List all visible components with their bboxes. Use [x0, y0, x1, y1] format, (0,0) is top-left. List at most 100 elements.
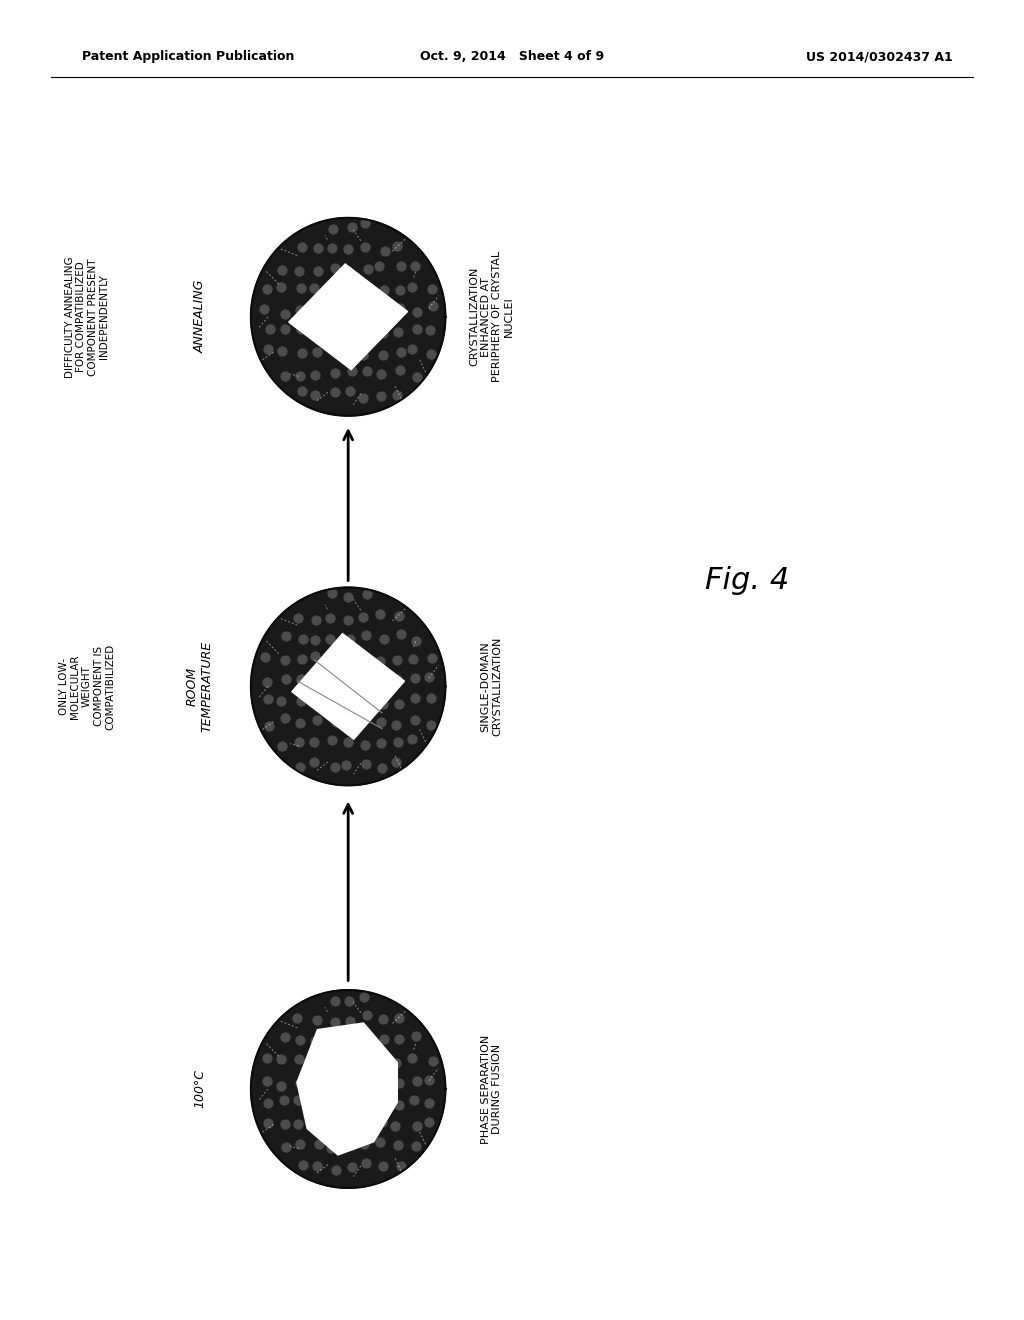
- Point: [356, 648, 373, 669]
- Polygon shape: [289, 264, 408, 370]
- Point: [423, 343, 439, 364]
- Text: 100°C: 100°C: [194, 1069, 206, 1109]
- Point: [376, 280, 392, 301]
- Point: [360, 669, 377, 690]
- Point: [357, 734, 374, 755]
- Polygon shape: [251, 587, 445, 785]
- Point: [292, 1030, 308, 1051]
- Point: [327, 756, 343, 777]
- Point: [375, 693, 391, 714]
- Point: [356, 1096, 373, 1117]
- Point: [291, 261, 307, 282]
- Point: [388, 714, 404, 735]
- Text: Oct. 9, 2014   Sheet 4 of 9: Oct. 9, 2014 Sheet 4 of 9: [420, 50, 604, 63]
- Point: [371, 671, 387, 692]
- Point: [340, 239, 356, 260]
- Point: [311, 1134, 328, 1155]
- Point: [307, 384, 324, 405]
- Point: [307, 300, 324, 321]
- Point: [425, 1051, 441, 1072]
- Point: [272, 1074, 289, 1096]
- Point: [343, 688, 359, 709]
- Point: [356, 236, 373, 257]
- Point: [327, 362, 343, 383]
- Point: [376, 628, 392, 649]
- Point: [375, 1156, 391, 1177]
- Point: [278, 1114, 294, 1135]
- Point: [295, 1154, 311, 1175]
- Polygon shape: [251, 990, 445, 1188]
- Point: [293, 690, 309, 711]
- Point: [421, 1092, 437, 1113]
- Point: [290, 607, 306, 628]
- Point: [388, 1052, 404, 1073]
- Point: [409, 302, 425, 323]
- Point: [342, 380, 358, 401]
- Point: [309, 342, 326, 363]
- Point: [409, 319, 425, 341]
- Point: [354, 708, 371, 729]
- Point: [421, 1069, 437, 1090]
- Point: [390, 1134, 407, 1155]
- Text: ANNEALING: ANNEALING: [194, 280, 206, 354]
- Text: DIFFICULTY ANNEALING
FOR COMPATIBILIZED
COMPONENT PRESENT
INDEPENDENTLY: DIFFICULTY ANNEALING FOR COMPATIBILIZED …: [65, 256, 110, 378]
- Point: [422, 319, 438, 341]
- Point: [359, 279, 376, 300]
- Point: [403, 729, 420, 750]
- Point: [273, 276, 290, 297]
- Point: [276, 708, 293, 729]
- Point: [340, 1096, 356, 1117]
- Point: [260, 689, 276, 710]
- Point: [390, 1028, 407, 1049]
- Point: [388, 669, 404, 690]
- Point: [372, 651, 388, 672]
- Point: [309, 1071, 326, 1092]
- Point: [292, 711, 308, 733]
- Point: [306, 751, 323, 772]
- Point: [258, 279, 274, 300]
- Point: [374, 1111, 390, 1133]
- Point: [391, 1072, 408, 1093]
- Text: Fig. 4: Fig. 4: [706, 566, 790, 595]
- Point: [359, 321, 376, 342]
- Point: [343, 216, 359, 238]
- Point: [342, 628, 358, 649]
- Point: [294, 342, 310, 363]
- Point: [392, 359, 409, 380]
- Point: [326, 341, 342, 362]
- Point: [323, 1138, 339, 1159]
- Point: [391, 298, 408, 319]
- Point: [325, 321, 341, 342]
- Point: [404, 277, 421, 298]
- Point: [279, 1137, 295, 1158]
- Point: [256, 298, 272, 319]
- Point: [292, 300, 308, 321]
- Point: [389, 235, 406, 256]
- Point: [307, 364, 324, 385]
- Point: [375, 758, 391, 779]
- Point: [424, 296, 440, 317]
- Point: [391, 1094, 408, 1115]
- Point: [292, 1133, 308, 1154]
- Point: [357, 754, 374, 775]
- Point: [340, 260, 356, 281]
- Point: [289, 1007, 305, 1028]
- Text: PHASE SEPARATION
DURING FUSION: PHASE SEPARATION DURING FUSION: [480, 1035, 503, 1143]
- Point: [342, 648, 358, 669]
- Point: [355, 387, 372, 408]
- Text: CRYSTALLIZATION
ENHANCED AT
PERIPHERY OF CRYSTAL
NUCLEI: CRYSTALLIZATION ENHANCED AT PERIPHERY OF…: [469, 251, 514, 383]
- Point: [308, 1008, 325, 1030]
- Point: [324, 729, 340, 750]
- Point: [259, 1113, 275, 1134]
- Point: [390, 1007, 407, 1028]
- Point: [326, 1053, 342, 1074]
- Point: [294, 648, 310, 669]
- Point: [325, 218, 341, 239]
- Point: [387, 1115, 403, 1137]
- Point: [272, 1048, 289, 1069]
- Point: [340, 587, 356, 609]
- Point: [327, 692, 343, 713]
- Point: [373, 711, 389, 733]
- Point: [409, 1071, 425, 1092]
- Point: [276, 366, 293, 387]
